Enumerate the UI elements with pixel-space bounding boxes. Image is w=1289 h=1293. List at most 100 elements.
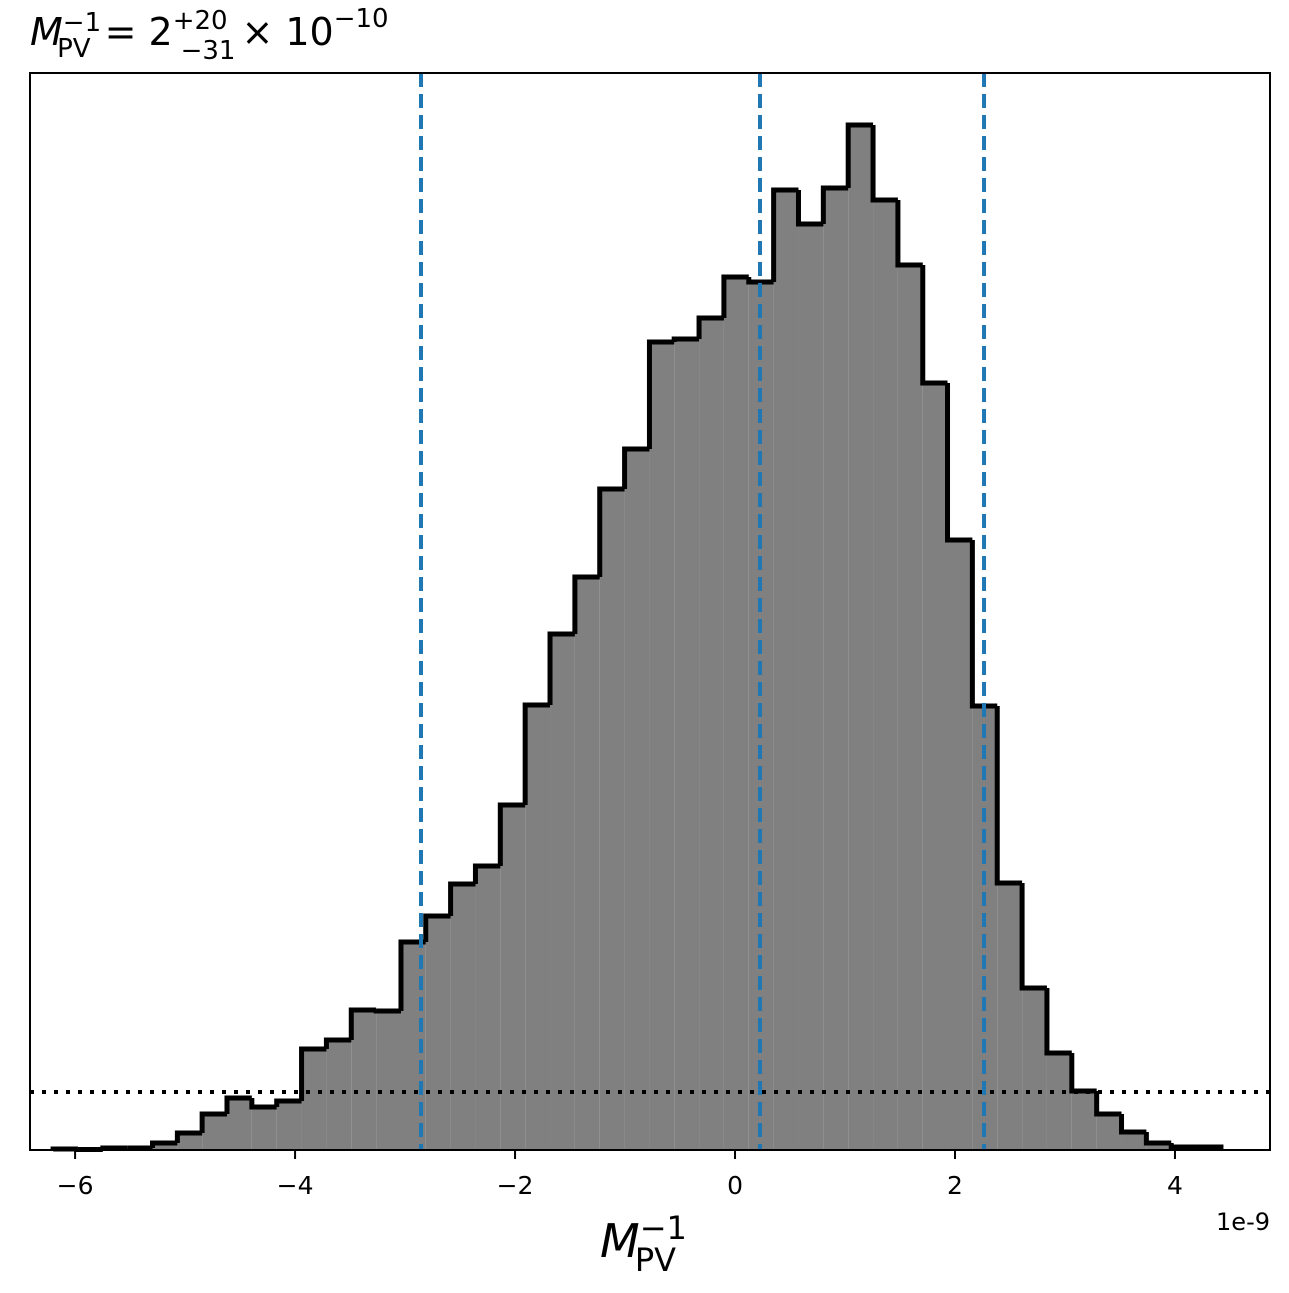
bar-outline bbox=[199, 1111, 227, 1133]
title-times: × 10 bbox=[241, 10, 333, 54]
bar-outline bbox=[845, 122, 874, 188]
bar bbox=[922, 383, 948, 1150]
bar-outline bbox=[820, 185, 849, 224]
bar bbox=[177, 1133, 203, 1150]
bar-outline bbox=[373, 1008, 401, 1014]
bar-outline bbox=[920, 265, 948, 386]
bar bbox=[550, 634, 575, 1150]
bar bbox=[376, 1011, 401, 1150]
bar bbox=[152, 1143, 178, 1150]
bar bbox=[226, 1098, 252, 1150]
bar bbox=[1071, 1091, 1097, 1150]
bar bbox=[773, 190, 799, 1150]
bar-outline bbox=[274, 1098, 302, 1107]
bar-outline bbox=[1143, 1132, 1172, 1146]
bar-outline bbox=[1119, 1114, 1147, 1135]
bar-outline bbox=[870, 125, 898, 203]
bar bbox=[1096, 1114, 1122, 1150]
bar bbox=[475, 866, 501, 1150]
bar bbox=[326, 1040, 352, 1150]
bar bbox=[798, 224, 824, 1150]
bar-outline bbox=[1094, 1091, 1122, 1117]
bar-outline bbox=[423, 913, 451, 942]
x-axis-label: M−1 PV bbox=[600, 1209, 687, 1279]
bar-outline bbox=[597, 486, 625, 577]
bar bbox=[873, 200, 898, 1150]
chart-title: M−1 PV = 2+20 −31 × 10−10 bbox=[30, 4, 389, 66]
bar bbox=[674, 339, 700, 1150]
bar-outline bbox=[398, 939, 426, 1011]
bar bbox=[1022, 988, 1047, 1150]
bar-outline bbox=[572, 574, 600, 634]
x-tick-label: −6 bbox=[57, 1171, 94, 1200]
x-label-sup: −1 bbox=[640, 1209, 687, 1247]
bar-outline bbox=[448, 881, 476, 916]
bar-outline bbox=[895, 200, 923, 268]
x-tick-label: 2 bbox=[947, 1171, 963, 1200]
bar-outline bbox=[671, 336, 700, 342]
title-lower: −31 bbox=[181, 36, 236, 66]
bar bbox=[351, 1010, 377, 1150]
bar-outline bbox=[522, 702, 551, 805]
title-sup: −1 bbox=[63, 8, 101, 38]
title-equals: = 2 bbox=[105, 10, 173, 54]
bar-outline bbox=[249, 1098, 277, 1110]
plot-frame bbox=[29, 72, 1271, 1151]
bar-outline bbox=[150, 1140, 178, 1148]
x-label-symbol: M bbox=[600, 1214, 640, 1268]
bar bbox=[649, 342, 675, 1150]
bar bbox=[897, 265, 923, 1150]
bar-outline bbox=[1019, 883, 1047, 991]
x-tick-label: −2 bbox=[497, 1171, 534, 1200]
x-label-sub: PV bbox=[635, 1241, 676, 1279]
bar bbox=[1146, 1143, 1172, 1150]
bar-outline bbox=[746, 277, 774, 285]
bar bbox=[723, 277, 749, 1150]
bar-outline bbox=[696, 315, 724, 339]
bar-outline bbox=[497, 802, 526, 866]
bar bbox=[599, 489, 625, 1150]
bar bbox=[301, 1049, 327, 1150]
bar bbox=[699, 318, 724, 1150]
bar-outline bbox=[1044, 988, 1072, 1056]
bar-outline bbox=[224, 1095, 252, 1114]
bar bbox=[848, 125, 874, 1150]
bar-outline bbox=[1168, 1143, 1196, 1150]
title-sub: PV bbox=[57, 34, 91, 64]
bar-outline bbox=[348, 1007, 377, 1040]
bar-outline bbox=[646, 339, 675, 449]
bar bbox=[1121, 1132, 1147, 1150]
bar-outline bbox=[771, 187, 799, 282]
bar bbox=[997, 883, 1023, 1150]
bar bbox=[525, 705, 551, 1150]
x-tick-label: 0 bbox=[727, 1171, 743, 1200]
title-exponent: −10 bbox=[334, 4, 389, 34]
x-offset-label: 1e-9 bbox=[1216, 1208, 1270, 1236]
bar bbox=[947, 540, 973, 1150]
title-upper: +20 bbox=[173, 6, 228, 36]
bar bbox=[1046, 1053, 1072, 1150]
x-tick-label: −4 bbox=[277, 1171, 314, 1200]
bar-outline bbox=[945, 383, 973, 543]
bar-outline bbox=[472, 863, 501, 884]
bar bbox=[500, 805, 526, 1150]
bar bbox=[450, 884, 476, 1150]
bar-outline bbox=[622, 446, 650, 489]
bar bbox=[574, 577, 600, 1150]
bar bbox=[202, 1114, 227, 1150]
bar-outline bbox=[795, 190, 824, 227]
bar bbox=[425, 916, 451, 1150]
bar-outline bbox=[721, 274, 749, 318]
x-tick-label: 4 bbox=[1167, 1171, 1183, 1200]
bar-outline bbox=[547, 631, 575, 705]
bar bbox=[276, 1101, 302, 1150]
title-symbol: M bbox=[30, 10, 63, 54]
bar-outline bbox=[174, 1130, 203, 1143]
bar bbox=[823, 188, 849, 1150]
bar bbox=[624, 449, 650, 1150]
bar-outline bbox=[323, 1037, 352, 1049]
bar bbox=[251, 1107, 277, 1150]
bar-outline bbox=[994, 706, 1023, 886]
bar-outline bbox=[1069, 1053, 1097, 1094]
